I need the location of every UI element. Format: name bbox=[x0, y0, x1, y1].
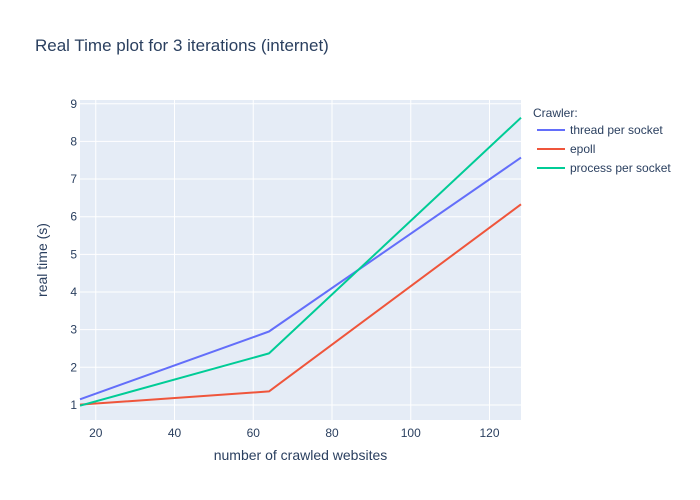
legend-item[interactable]: epoll bbox=[537, 142, 595, 156]
legend-title: Crawler: bbox=[533, 106, 578, 120]
y-tick-label: 3 bbox=[70, 323, 77, 337]
series-line-0[interactable] bbox=[79, 156, 522, 401]
series-line-2[interactable] bbox=[79, 116, 522, 407]
legend-item[interactable]: process per socket bbox=[537, 161, 671, 175]
y-tick-label: 6 bbox=[70, 210, 77, 224]
y-tick-label: 2 bbox=[70, 360, 77, 374]
series-line-1[interactable] bbox=[79, 203, 522, 406]
legend[interactable]: Crawler: thread per socket epoll process p… bbox=[533, 106, 671, 175]
legend-label: epoll bbox=[570, 142, 595, 156]
legend-label: process per socket bbox=[570, 161, 671, 175]
x-axis-ticks: 20 40 60 80 100 120 bbox=[89, 426, 500, 440]
y-tick-label: 4 bbox=[70, 285, 77, 299]
x-tick-label: 40 bbox=[168, 426, 182, 440]
x-tick-label: 80 bbox=[325, 426, 339, 440]
x-tick-label: 60 bbox=[247, 426, 261, 440]
series-lines bbox=[79, 116, 522, 407]
x-tick-label: 20 bbox=[89, 426, 103, 440]
y-tick-label: 5 bbox=[70, 247, 77, 261]
y-axis-title: real time (s) bbox=[34, 223, 50, 297]
x-tick-label: 100 bbox=[401, 426, 421, 440]
y-tick-label: 8 bbox=[70, 134, 77, 148]
chart-title: Real Time plot for 3 iterations (interne… bbox=[35, 36, 329, 55]
grid-lines bbox=[80, 100, 521, 420]
y-tick-label: 7 bbox=[70, 172, 77, 186]
y-tick-label: 1 bbox=[70, 398, 77, 412]
legend-label: thread per socket bbox=[570, 123, 663, 137]
legend-item[interactable]: thread per socket bbox=[537, 123, 663, 137]
y-axis-ticks: 1 2 3 4 5 6 7 8 9 bbox=[70, 97, 77, 412]
plot-area bbox=[80, 100, 521, 420]
y-tick-label: 9 bbox=[70, 97, 77, 111]
x-axis-title: number of crawled websites bbox=[214, 447, 388, 463]
x-tick-label: 120 bbox=[479, 426, 499, 440]
